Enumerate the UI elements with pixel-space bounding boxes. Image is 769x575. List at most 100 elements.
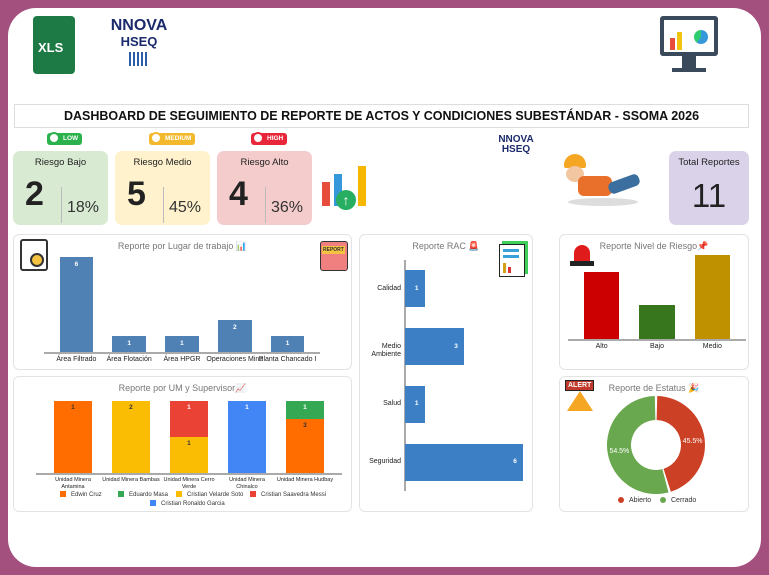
bar-value-label: 1 bbox=[127, 340, 131, 348]
bar-bajo bbox=[639, 305, 675, 339]
kpi-card-0: Riesgo Bajo 2 18% bbox=[13, 151, 108, 225]
y-axis bbox=[404, 260, 406, 491]
kpi-label: Riesgo Medio bbox=[133, 157, 192, 168]
nnova-logo-small: NNOVA HSEQ bbox=[493, 135, 539, 155]
category-label: Unidad Minera Hudbay bbox=[276, 477, 334, 483]
growth-chart-icon: ↑ bbox=[318, 160, 374, 216]
bar-área-filtrado bbox=[59, 257, 94, 352]
bar-salud bbox=[405, 385, 425, 423]
category-label: Alto bbox=[595, 343, 608, 350]
injured-worker-illustration bbox=[558, 148, 644, 214]
kpi-divider bbox=[163, 187, 164, 223]
category-label: Área Flotación bbox=[106, 356, 152, 363]
x-axis bbox=[568, 339, 746, 341]
kpi-divider bbox=[61, 187, 62, 223]
slice-percent-label: 45.5% bbox=[683, 438, 703, 445]
stacked-segment bbox=[53, 401, 93, 473]
legend-swatch bbox=[176, 491, 182, 497]
kpi-label: Riesgo Bajo bbox=[34, 157, 87, 168]
legend-dot bbox=[618, 497, 624, 503]
risk-badge-label: HIGH bbox=[267, 135, 284, 142]
category-label: Salud bbox=[383, 400, 401, 408]
clipboard-search-icon bbox=[20, 239, 48, 271]
risk-pin-icon bbox=[150, 132, 162, 144]
total-reports-card: Total Reportes 11 bbox=[669, 151, 749, 225]
legend-swatch bbox=[118, 491, 124, 497]
legend-swatch bbox=[250, 491, 256, 497]
page-title: DASHBOARD DE SEGUIMIENTO DE REPORTE DE A… bbox=[14, 104, 749, 128]
donut-slice-cerrado bbox=[607, 396, 669, 494]
siren-icon bbox=[568, 241, 596, 269]
segment-value-label: 1 bbox=[187, 404, 191, 411]
logo-text: NNOVA bbox=[110, 17, 168, 34]
legend-item: Eduardo Masa bbox=[118, 491, 168, 498]
segment-value-label: 2 bbox=[129, 404, 133, 411]
bar-planta-chancado-i bbox=[270, 336, 305, 352]
total-reports-value: 11 bbox=[691, 177, 727, 214]
bar-operaciones-mina bbox=[217, 320, 252, 352]
chart-nivel-riesgo: Reporte Nivel de Riesgo📌 Alto Bajo Medio bbox=[559, 234, 749, 370]
stacked-segment bbox=[285, 419, 325, 473]
legend-swatch bbox=[60, 491, 66, 497]
risk-pin-icon bbox=[48, 132, 60, 144]
category-label: Unidad Minera Antamina bbox=[55, 477, 91, 490]
risk-badge: HIGH bbox=[251, 132, 288, 145]
stacked-segment bbox=[227, 401, 267, 473]
stacked-segment bbox=[285, 401, 325, 419]
stacked-segment bbox=[169, 401, 209, 437]
chart-title: Reporte RAC 🚨 bbox=[412, 241, 480, 251]
donut-slice-abierto bbox=[656, 396, 705, 492]
donut-chart: 45.5% 54.5% bbox=[607, 396, 705, 494]
risk-badge-label: LOW bbox=[63, 135, 79, 142]
bar-value-label: 1 bbox=[414, 284, 419, 292]
legend-item: Abierto bbox=[618, 497, 651, 504]
excel-icon: XLS bbox=[33, 16, 75, 74]
stacked-segment bbox=[169, 437, 209, 473]
category-label: Calidad bbox=[377, 284, 401, 292]
bar-value-label: 6 bbox=[513, 458, 517, 466]
legend-label: Eduardo Masa bbox=[129, 492, 169, 498]
category-label: Unidad Minera Bambas bbox=[102, 477, 160, 483]
chart-title: Reporte Nivel de Riesgo📌 bbox=[599, 241, 709, 251]
segment-value-label: 1 bbox=[71, 404, 75, 411]
report-touch-icon: REPORT bbox=[320, 241, 348, 271]
x-axis bbox=[36, 473, 342, 475]
bar-value-label: 3 bbox=[454, 342, 458, 350]
kpi-card-2: Riesgo Alto 4 36% bbox=[217, 151, 312, 225]
bar-value-label: 6 bbox=[74, 261, 79, 268]
report-label: REPORT bbox=[322, 246, 345, 254]
alert-label: ALERT bbox=[565, 380, 595, 391]
total-reports-label: Total Reportes bbox=[678, 157, 740, 168]
chart-rac: Reporte RAC 🚨 1 Calidad 3 Medio Ambiente 1 Sa… bbox=[359, 234, 533, 512]
risk-pin-icon bbox=[252, 132, 264, 144]
legend-label: Cerrado bbox=[671, 497, 697, 504]
kpi-card-1: Riesgo Medio 5 45% bbox=[115, 151, 210, 225]
bar-medio-ambiente bbox=[405, 328, 464, 366]
legend-item: Cristian Velarde Soto bbox=[176, 491, 243, 498]
segment-value-label: 1 bbox=[303, 404, 307, 411]
segment-value-label: 1 bbox=[245, 404, 249, 411]
category-label: Medio bbox=[702, 343, 722, 350]
chart-title: Reporte de Estatus 🎉 bbox=[608, 383, 700, 393]
legend-label: Cristian Ronaldo Garcia bbox=[161, 501, 225, 507]
x-axis bbox=[44, 352, 320, 354]
chart-title: Reporte por Lugar de trabajo 📊 bbox=[117, 241, 248, 251]
risk-badge-label: MEDIUM bbox=[165, 135, 192, 142]
legend-swatch bbox=[150, 500, 156, 506]
chart-um-supervisor: Reporte por UM y Supervisor📈 1 Unidad Min… bbox=[13, 376, 352, 512]
category-label: Área Filtrado bbox=[56, 356, 97, 363]
bar-área-hpgr bbox=[165, 336, 199, 352]
xls-label: XLS bbox=[38, 40, 64, 55]
kpi-label: Riesgo Alto bbox=[240, 157, 289, 168]
category-label: Área HPGR bbox=[163, 356, 201, 363]
document-chart-icon bbox=[499, 244, 525, 277]
legend-dot bbox=[660, 497, 666, 503]
kpi-percent: 36% bbox=[271, 199, 304, 216]
bar-value-label: 1 bbox=[180, 340, 184, 348]
category-label: Bajo bbox=[649, 343, 664, 350]
bar-seguridad bbox=[405, 443, 523, 481]
risk-badge: LOW bbox=[47, 132, 83, 145]
bar-medio bbox=[694, 255, 731, 339]
category-label: Seguridad bbox=[369, 458, 401, 466]
bar-value-label: 1 bbox=[285, 340, 290, 348]
